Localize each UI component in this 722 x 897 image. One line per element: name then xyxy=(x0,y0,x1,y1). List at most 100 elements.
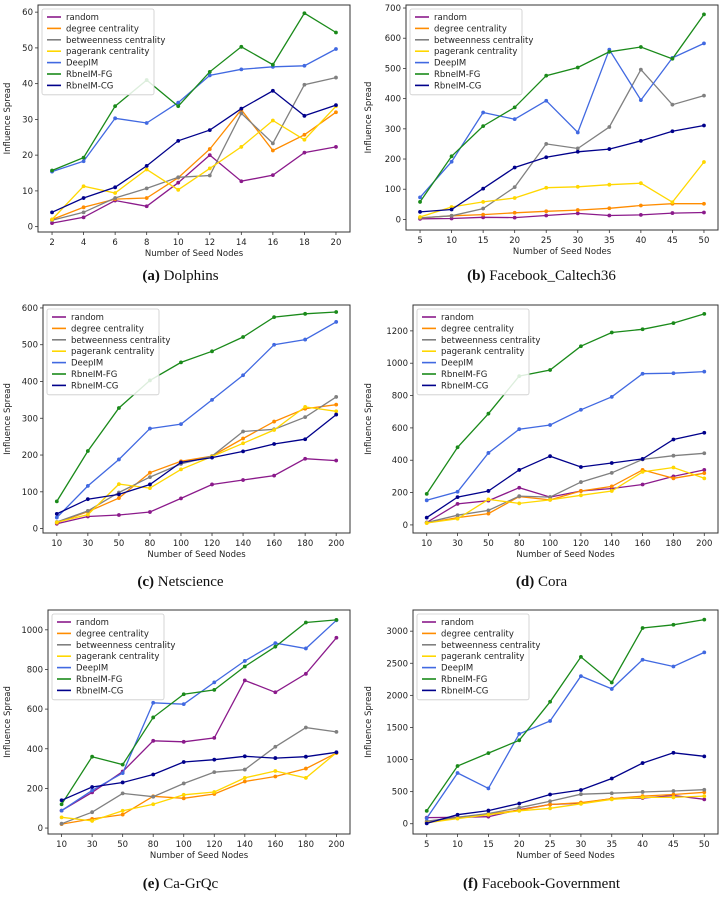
data-point xyxy=(334,103,338,107)
data-point xyxy=(59,802,64,807)
series-line xyxy=(426,432,705,519)
data-point xyxy=(241,436,245,441)
series-rbneim-cg xyxy=(424,750,707,826)
x-tick-label: 10 xyxy=(51,539,62,549)
data-point xyxy=(334,145,338,149)
data-point xyxy=(609,791,614,796)
data-point xyxy=(239,106,244,111)
y-tick-label: 500 xyxy=(385,64,401,74)
series-line xyxy=(419,161,705,218)
data-point xyxy=(544,142,549,146)
legend-label: DeepIM xyxy=(66,59,98,69)
data-point xyxy=(640,457,645,461)
data-point xyxy=(241,429,245,434)
data-point xyxy=(113,196,118,200)
x-tick-label: 10 xyxy=(452,840,463,850)
data-point xyxy=(455,513,460,518)
data-point xyxy=(671,622,676,627)
data-point xyxy=(548,497,552,502)
chart-panel-cora: 0 200 400 600 800 1000 1200 10 30 50 80 100 120 140 16… xyxy=(361,300,722,570)
data-point xyxy=(455,501,460,506)
legend-label: random xyxy=(441,313,474,323)
data-point xyxy=(210,397,214,402)
data-point xyxy=(181,792,186,797)
data-point xyxy=(212,770,217,775)
series-line xyxy=(426,795,705,824)
x-tick-label: 30 xyxy=(82,539,93,549)
data-point xyxy=(702,93,706,98)
x-axis-label: Number of Seed Nodes xyxy=(150,851,249,861)
y-tick-label: 200 xyxy=(22,451,38,461)
y-tick-label: 2000 xyxy=(386,691,408,701)
legend-label: RbneIM-CG xyxy=(441,686,488,696)
data-point xyxy=(54,511,59,516)
x-tick-label: 6 xyxy=(112,238,117,248)
legend-label: degree centrality xyxy=(71,324,144,334)
data-point xyxy=(486,511,491,516)
data-point xyxy=(81,184,86,189)
legend-label: degree centrality xyxy=(76,629,149,639)
data-point xyxy=(85,509,90,513)
x-tick-label: 5 xyxy=(424,840,429,850)
data-point xyxy=(303,754,308,759)
data-point xyxy=(517,808,522,813)
y-tick-label: 700 xyxy=(385,4,401,14)
data-point xyxy=(638,203,643,208)
x-tick-label: 20 xyxy=(509,236,520,246)
legend-label: RbneIM-CG xyxy=(71,381,118,391)
data-point xyxy=(670,56,675,61)
data-point xyxy=(207,153,212,158)
data-point xyxy=(670,102,675,107)
data-point xyxy=(517,805,522,810)
data-point xyxy=(544,98,549,103)
data-point xyxy=(671,789,676,793)
data-point xyxy=(176,187,181,192)
data-point xyxy=(81,155,86,160)
series-rbneim-fg xyxy=(50,11,338,173)
data-point xyxy=(609,394,614,399)
x-tick-label: 120 xyxy=(204,539,220,549)
x-tick-label: 160 xyxy=(634,539,650,549)
data-point xyxy=(671,371,676,376)
data-point xyxy=(144,121,149,125)
data-point xyxy=(116,513,121,517)
data-point xyxy=(151,794,156,799)
data-point xyxy=(424,521,429,525)
y-tick-label: 1000 xyxy=(386,756,408,766)
data-point xyxy=(517,494,522,499)
legend-box xyxy=(41,8,155,96)
x-tick-label: 20 xyxy=(514,840,525,850)
data-point xyxy=(609,680,614,685)
y-tick-label: 200 xyxy=(392,489,408,499)
data-point xyxy=(607,125,612,129)
data-point xyxy=(148,482,152,487)
series-line xyxy=(51,90,337,213)
x-tick-label: 35 xyxy=(604,236,615,246)
data-point xyxy=(303,337,308,342)
data-point xyxy=(702,41,706,46)
x-tick-label: 40 xyxy=(637,840,648,850)
series-line xyxy=(61,752,337,825)
series-line xyxy=(426,466,705,524)
data-point xyxy=(207,69,212,74)
data-point xyxy=(272,428,277,432)
data-point xyxy=(702,369,707,374)
series-deepim xyxy=(424,369,707,503)
data-point xyxy=(272,342,277,347)
series-pagerank-centrality xyxy=(424,465,707,525)
data-point xyxy=(239,179,244,184)
data-point xyxy=(579,344,583,349)
data-point xyxy=(481,215,486,220)
x-tick-label: 35 xyxy=(606,840,617,850)
legend-label: random xyxy=(66,13,99,23)
x-tick-label: 140 xyxy=(237,840,253,850)
data-point xyxy=(120,762,125,767)
data-point xyxy=(548,699,552,704)
series-line xyxy=(51,12,337,172)
data-point xyxy=(640,795,645,800)
data-point xyxy=(303,311,308,316)
data-point xyxy=(548,802,552,807)
